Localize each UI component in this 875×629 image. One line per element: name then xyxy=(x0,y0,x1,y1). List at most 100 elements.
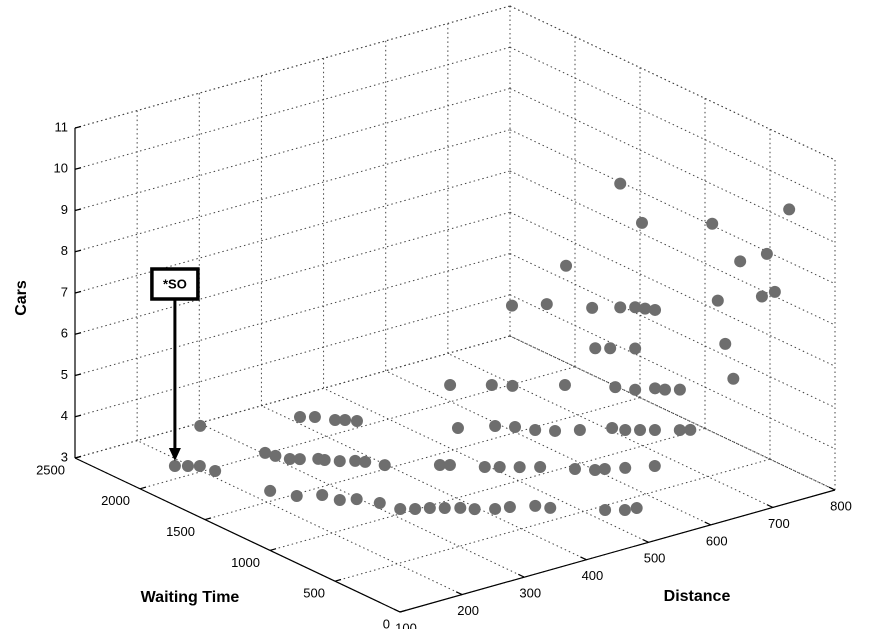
grid-line xyxy=(74,253,511,376)
grid-line xyxy=(204,397,641,521)
point xyxy=(589,342,602,355)
x-tick xyxy=(642,538,649,543)
point xyxy=(308,410,321,423)
point xyxy=(768,285,781,298)
point xyxy=(349,454,362,467)
x-tick xyxy=(518,573,525,578)
point xyxy=(706,217,719,230)
point xyxy=(619,423,632,436)
grid-line xyxy=(199,422,525,578)
point xyxy=(493,461,506,474)
z-tick xyxy=(74,373,82,377)
x-tick xyxy=(704,521,711,526)
point xyxy=(629,383,642,396)
point xyxy=(478,461,491,474)
point xyxy=(599,503,612,516)
point xyxy=(394,502,407,515)
grid-line xyxy=(74,335,511,459)
point xyxy=(373,497,386,510)
point xyxy=(755,290,768,303)
y-tick xyxy=(74,455,82,459)
point xyxy=(194,419,207,432)
grid-line xyxy=(509,253,836,408)
z-tick xyxy=(74,167,82,170)
point xyxy=(489,419,502,432)
grid-line xyxy=(74,211,511,335)
point xyxy=(684,423,697,436)
point xyxy=(454,501,467,514)
z-axis-title: Cars xyxy=(13,280,30,316)
point xyxy=(544,501,557,514)
grid-line xyxy=(509,335,836,491)
point xyxy=(438,502,451,515)
grid-line xyxy=(74,88,511,211)
y-tick xyxy=(139,486,147,490)
point xyxy=(648,423,661,436)
x-tick-label: 800 xyxy=(830,498,852,513)
point xyxy=(619,461,632,474)
point xyxy=(573,424,586,437)
point xyxy=(489,502,502,515)
point xyxy=(598,463,611,476)
x-tick-label: 300 xyxy=(519,586,541,601)
point xyxy=(333,455,346,468)
point xyxy=(673,424,686,437)
y-tick xyxy=(399,609,407,613)
point xyxy=(609,381,622,394)
x-tick-label: 600 xyxy=(706,533,728,548)
point xyxy=(333,494,346,507)
point xyxy=(649,303,662,316)
grid-line xyxy=(509,170,836,326)
x-tick xyxy=(828,486,836,491)
point xyxy=(316,488,329,501)
point xyxy=(629,342,642,355)
axis-layer: 3 4 5 6 7 8 9 10 11 0 500 1000 1500 2000 2500 100 200 300… xyxy=(36,119,852,629)
point xyxy=(586,301,599,314)
point xyxy=(485,379,498,392)
x-tick-label: 500 xyxy=(644,551,666,566)
point xyxy=(168,459,181,472)
grid-line xyxy=(269,427,706,551)
z-tick-label: 10 xyxy=(54,161,68,176)
point xyxy=(264,484,277,497)
point xyxy=(444,378,457,391)
point xyxy=(534,460,547,473)
x-tick xyxy=(580,556,587,561)
point xyxy=(378,459,391,472)
grid-line xyxy=(74,129,511,253)
y-axis-line xyxy=(74,457,401,613)
point xyxy=(606,421,619,434)
point xyxy=(409,503,422,516)
grid-line xyxy=(509,129,836,285)
x-tick-label: 400 xyxy=(582,568,604,583)
grid-line xyxy=(139,366,576,490)
grid-line xyxy=(74,5,511,129)
point xyxy=(639,302,652,315)
point xyxy=(658,383,671,396)
point xyxy=(290,490,303,503)
point xyxy=(673,383,686,396)
grid-line xyxy=(385,370,711,526)
annotation-text: *SO xyxy=(163,276,187,291)
point xyxy=(635,216,648,229)
annotation-box xyxy=(150,267,200,301)
grid-line xyxy=(74,170,511,294)
grid-line xyxy=(334,458,771,582)
point xyxy=(513,461,526,474)
point xyxy=(350,414,363,427)
y-tick xyxy=(269,548,277,551)
point xyxy=(293,453,306,466)
point xyxy=(783,203,796,216)
point xyxy=(318,454,331,467)
point xyxy=(614,177,627,190)
point xyxy=(549,424,562,437)
grid-line xyxy=(74,46,511,170)
grid-line xyxy=(74,294,511,418)
point xyxy=(468,503,481,516)
annotation-arrowhead xyxy=(168,447,181,461)
y-tick-label: 1500 xyxy=(166,524,195,539)
point xyxy=(506,379,519,392)
point xyxy=(734,255,747,268)
point xyxy=(423,502,436,515)
x-axis-line xyxy=(399,489,836,613)
